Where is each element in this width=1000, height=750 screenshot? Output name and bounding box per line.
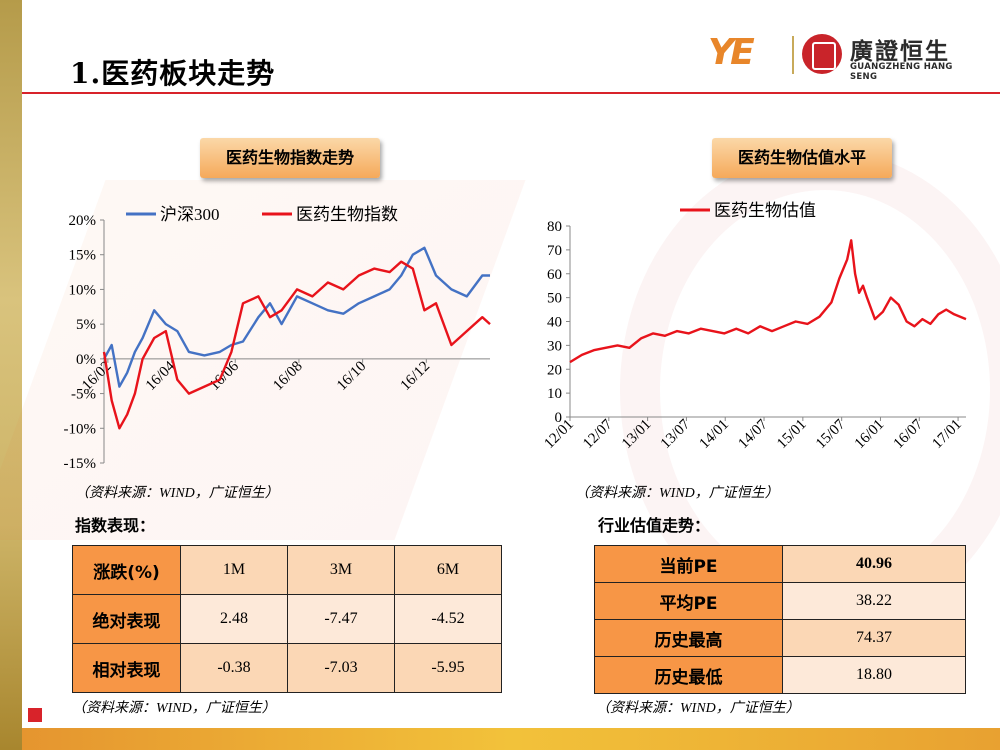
y-tick-label: 40 bbox=[547, 315, 562, 331]
x-tick-label: 15/07 bbox=[813, 416, 849, 452]
y-tick-label: -5% bbox=[71, 387, 96, 403]
y-tick-label: 5% bbox=[76, 317, 96, 333]
x-tick-label: 16/08 bbox=[270, 358, 305, 393]
table-cell: 3M bbox=[287, 545, 395, 595]
y-tick-label: 20% bbox=[69, 213, 97, 229]
table-row: 绝对表现 2.48 -7.47 -4.52 bbox=[72, 594, 502, 644]
x-tick-label: 14/01 bbox=[697, 417, 732, 452]
y-tick-label: 0 bbox=[555, 410, 563, 426]
y-tick-label: 15% bbox=[69, 248, 97, 264]
table-cell: -4.52 bbox=[394, 594, 502, 644]
table-row: 当前PE 40.96 bbox=[594, 545, 966, 583]
table-row: 平均PE 38.22 bbox=[594, 582, 966, 620]
y-tick-label: 50 bbox=[547, 291, 562, 307]
logo-seal-icon bbox=[802, 34, 842, 74]
table-row: 历史最低 18.80 bbox=[594, 656, 966, 694]
footer-square bbox=[28, 708, 42, 722]
table-cell: 平均PE bbox=[594, 582, 783, 620]
y-tick-label: 70 bbox=[547, 243, 562, 259]
table-cell: -7.03 bbox=[287, 643, 395, 693]
y-tick-label: 30 bbox=[547, 338, 562, 354]
valuation-table: 当前PE 40.96 平均PE 38.22 历史最高 74.37 历史最低 18… bbox=[594, 545, 966, 694]
pharma-index-chart: -15%-10%-5%0%5%10%15%20%16/02 16/04 16/06 1… bbox=[64, 205, 491, 472]
table-cell: 38.22 bbox=[782, 582, 966, 620]
table-cell: 40.96 bbox=[782, 545, 966, 583]
y-tick-label: 20 bbox=[547, 362, 562, 378]
page-title: 1.医药板块走势 bbox=[70, 57, 276, 90]
table-cell: -0.38 bbox=[180, 643, 288, 693]
x-tick-label: 16/10 bbox=[334, 358, 369, 393]
table-cell: 当前PE bbox=[594, 545, 783, 583]
y-tick-label: -10% bbox=[64, 421, 97, 437]
source-note-left-table: （资料来源：WIND，广证恒生） bbox=[72, 701, 276, 716]
table-cell: 1M bbox=[180, 545, 288, 595]
source-note-right-chart: （资料来源：WIND，广证恒生） bbox=[575, 486, 779, 501]
y-tick-label: 80 bbox=[547, 219, 562, 235]
x-tick-label: 13/01 bbox=[619, 417, 654, 452]
table-row: 历史最高 74.37 bbox=[594, 619, 966, 657]
x-tick-label: 16/06 bbox=[207, 358, 243, 394]
source-note-left-chart: （资料来源：WIND，广证恒生） bbox=[75, 486, 279, 501]
left-decor-bar bbox=[0, 0, 22, 750]
series-line bbox=[102, 260, 491, 430]
y-tick-label: 10% bbox=[69, 282, 97, 298]
table-cell: 18.80 bbox=[782, 656, 966, 694]
y-tick-label: 60 bbox=[547, 267, 562, 283]
section-valuation-trend: 行业估值走势： bbox=[598, 516, 711, 535]
table-cell: -5.95 bbox=[394, 643, 502, 693]
table-row: 涨跌(%) 1M 3M 6M bbox=[72, 545, 502, 595]
logo-divider bbox=[792, 36, 794, 74]
company-logo: YE 廣證恒生 GUANGZHENG HANG SENG bbox=[708, 30, 968, 86]
x-tick-label: 14/07 bbox=[735, 416, 771, 452]
x-tick-label: 16/07 bbox=[891, 416, 927, 452]
x-tick-label: 16/12 bbox=[398, 358, 433, 393]
title-divider bbox=[22, 92, 1000, 94]
source-note-right-table: （资料来源：WIND，广证恒生） bbox=[596, 701, 800, 716]
table-cell: 历史最高 bbox=[594, 619, 783, 657]
table-cell: 历史最低 bbox=[594, 656, 783, 694]
table-row: 相对表现 -0.38 -7.03 -5.95 bbox=[72, 643, 502, 693]
y-tick-label: 0% bbox=[76, 352, 96, 368]
footer-band bbox=[22, 728, 1000, 750]
table-cell: 74.37 bbox=[782, 619, 966, 657]
x-tick-label: 15/01 bbox=[774, 417, 809, 452]
series-line bbox=[569, 239, 967, 364]
chart-title-pharma-valuation: 医药生物估值水平 bbox=[712, 138, 892, 178]
table-cell: 2.48 bbox=[180, 594, 288, 644]
table-cell: -7.47 bbox=[287, 594, 395, 644]
x-tick-label: 12/01 bbox=[541, 417, 576, 452]
index-performance-table: 涨跌(%) 1M 3M 6M 绝对表现 2.48 -7.47 -4.52 相对表… bbox=[72, 545, 502, 693]
y-tick-label: -15% bbox=[64, 456, 97, 472]
table-cell: 相对表现 bbox=[72, 643, 181, 693]
chart-title-pharma-index: 医药生物指数走势 bbox=[200, 138, 380, 178]
logo-name-en: GUANGZHENG HANG SENG bbox=[850, 62, 953, 82]
x-tick-label: 16/01 bbox=[852, 417, 887, 452]
legend-label: 沪深300 bbox=[160, 205, 220, 224]
x-tick-label: 13/07 bbox=[658, 416, 694, 452]
section-index-performance: 指数表现： bbox=[75, 516, 156, 535]
x-tick-label: 12/07 bbox=[580, 416, 616, 452]
legend-label: 医药生物估值 bbox=[714, 201, 816, 220]
logo-name-cn: 廣證恒生 bbox=[850, 39, 950, 65]
table-cell: 涨跌(%) bbox=[72, 545, 181, 595]
legend-label: 医药生物指数 bbox=[296, 205, 398, 224]
y-tick-label: 10 bbox=[547, 386, 562, 402]
logo-mark: YE bbox=[708, 32, 755, 73]
table-cell: 6M bbox=[394, 545, 502, 595]
table-cell: 绝对表现 bbox=[72, 594, 181, 644]
x-tick-label: 17/01 bbox=[929, 417, 964, 452]
